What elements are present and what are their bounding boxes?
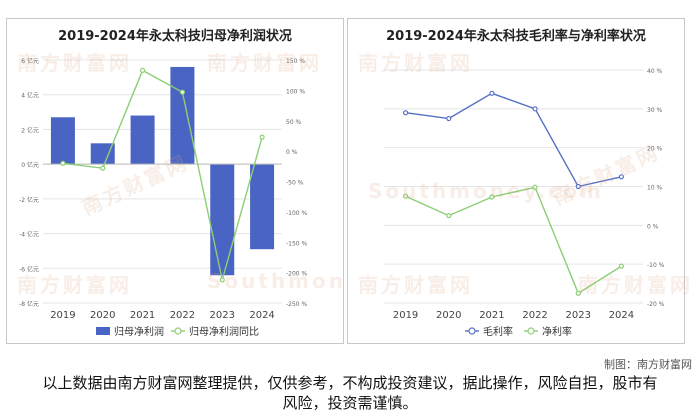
x-tick-label: 2020 (436, 310, 461, 321)
y-right-tick-label: -50 % (286, 180, 304, 187)
bar (250, 164, 275, 250)
x-tick-label: 2021 (130, 310, 155, 321)
disclaimer-text: 以上数据由南方财富网整理提供，仅供参考，不构成投资建议，据此操作，风险自担，股市… (42, 374, 658, 412)
series-point (575, 290, 581, 296)
chart-credit: 制图：南方财富网 (604, 358, 692, 371)
series-point (489, 90, 495, 96)
x-tick-label: 2022 (522, 310, 547, 321)
chart-title: 2019-2024年永太科技毛利率与净利率状况 (386, 29, 646, 44)
y-right-tick-label: 0 % (647, 223, 659, 230)
y-right-tick-label: 150 % (286, 58, 305, 65)
x-tick-label: 2019 (50, 310, 75, 321)
legend-label: 归母净利润 (114, 325, 164, 338)
bar (50, 117, 75, 165)
bar (210, 164, 235, 276)
y-right-tick-label: -20 % (647, 301, 665, 308)
y-right-tick-label: 20 % (647, 146, 663, 153)
series-point (489, 194, 495, 200)
margin-chart: 40 % 30 % 20 % 10 % 0 % -10 % -20 % 2019 2020 202… (384, 68, 665, 338)
x-tick-label: 2024 (609, 310, 634, 321)
series-point (446, 115, 452, 122)
y-left-tick-label: -8 亿元 (19, 300, 39, 308)
yoy-point (179, 89, 186, 95)
series-point (402, 110, 409, 116)
legend-label: 净利率 (542, 325, 572, 338)
legend-label: 归母净利润同比 (189, 325, 259, 338)
chart-title: 2019-2024年永太科技归母净利润状况 (58, 29, 292, 44)
series-point (532, 106, 538, 112)
series-point (532, 184, 538, 190)
y-right-tick-label: 50 % (286, 119, 302, 126)
x-tick-label: 2023 (210, 310, 235, 321)
y-right-tick-label: -200 % (286, 271, 308, 278)
y-right-tick-label: 40 % (647, 68, 663, 75)
series-point (618, 263, 625, 269)
yoy-point (139, 67, 146, 73)
legend-marker (468, 327, 476, 335)
y-right-tick-label: -10 % (647, 262, 665, 269)
bar (90, 143, 115, 165)
y-left-tick-label: -2 亿元 (19, 196, 39, 204)
legend-bar-swatch (96, 327, 110, 335)
y-right-tick-label: -150 % (286, 240, 308, 247)
series-line (405, 186, 622, 295)
net-profit-chart-panel: 2019-2024年永太科技归母净利润状况 6 亿元 4 亿元 2 亿元 0 亿元 -2… (6, 18, 440, 344)
yoy-point (259, 134, 265, 140)
x-tick-label: 2020 (90, 310, 115, 321)
series-point (575, 183, 581, 190)
x-tick-label: 2019 (393, 310, 418, 321)
y-left-tick-label: 4 亿元 (21, 92, 39, 100)
series-point (618, 174, 625, 180)
y-left-tick-label: 2 亿元 (21, 126, 39, 134)
yoy-point (60, 160, 66, 166)
y-right-tick-label: 100 % (286, 88, 305, 95)
x-tick-label: 2021 (479, 310, 504, 321)
y-right-tick-label: 10 % (647, 185, 663, 192)
series-point (446, 213, 452, 219)
yoy-point (219, 277, 225, 283)
y-left-tick-label: -4 亿元 (19, 231, 39, 239)
y-right-tick-label: -250 % (286, 301, 308, 308)
legend-label: 毛利率 (483, 325, 513, 338)
x-tick-label: 2022 (170, 310, 195, 321)
net-profit-chart: 6 亿元 4 亿元 2 亿元 0 亿元 -2 亿元 -4 亿元 -6 亿元 -8 亿元 150 … (19, 57, 308, 338)
series-line (405, 92, 622, 188)
y-left-tick-label: 0 亿元 (21, 161, 39, 169)
y-left-tick-label: 6 亿元 (21, 57, 39, 65)
x-tick-label: 2024 (249, 310, 274, 321)
bar (170, 66, 195, 165)
y-right-tick-label: -100 % (286, 210, 308, 217)
y-right-tick-label: 0 % (286, 149, 298, 156)
y-left-tick-label: -6 亿元 (19, 265, 39, 273)
y-right-tick-label: 30 % (647, 107, 663, 114)
legend-marker (527, 327, 535, 335)
series-point (402, 193, 409, 199)
yoy-point (100, 165, 106, 171)
yoy-series-line (62, 69, 263, 281)
bar (130, 115, 155, 165)
legend-marker (174, 327, 182, 335)
x-tick-label: 2023 (566, 310, 591, 321)
margin-chart-panel: 2019-2024年永太科技毛利率与净利率状况 40 % 30 % 20 % 10 %… (347, 18, 690, 344)
